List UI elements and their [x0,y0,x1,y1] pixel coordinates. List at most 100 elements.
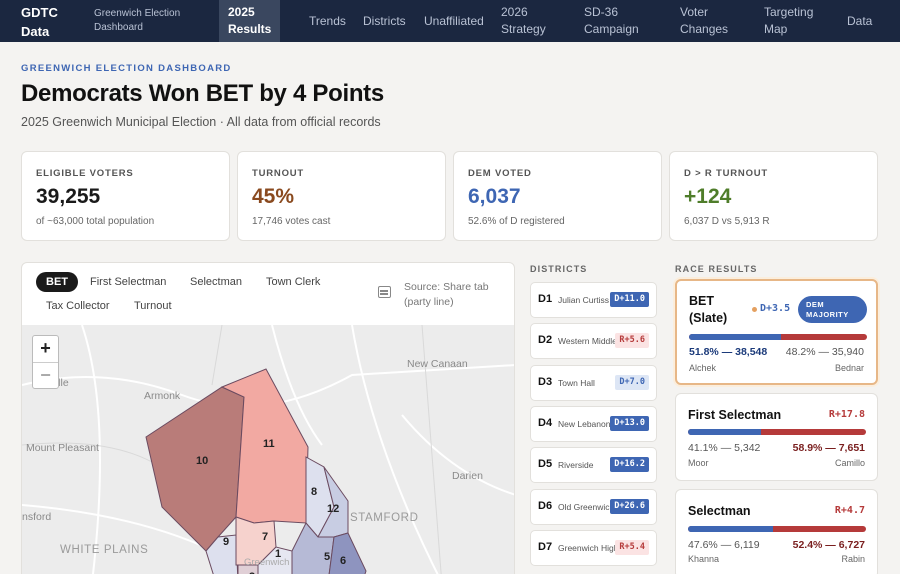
rep-candidate: Camillo [834,458,865,468]
district-margin-badge: D+7.0 [615,375,649,390]
tab-2025-results[interactable]: 2025 Results [219,0,281,42]
district-item-d5[interactable]: D5 Riverside D+16.2 [530,447,657,483]
district-item-d1[interactable]: D1 Julian Curtiss D+11.0 [530,282,657,318]
race-results-header: RACE RESULTS [675,264,758,274]
brand-logo[interactable]: GDTC Data [21,3,58,41]
race-card-selectman[interactable]: Selectman R+4.7 47.6% — 6,119 52.4% — 6,… [675,489,878,574]
district-code: D4 [538,417,553,429]
map-tab-tax-collector[interactable]: Tax Collector [46,300,110,312]
brand-line-2: Data [21,24,50,39]
district-code: D2 [538,334,553,346]
map-tab-first-selectman[interactable]: First Selectman [90,276,167,288]
district-number: 6 [340,555,346,567]
tab-sd36-campaign[interactable]: SD-36 Campaign [584,5,639,36]
dem-share-bar [688,526,773,532]
race-margin: D+3.5 [760,303,791,314]
dem-candidate: Alchek [689,363,717,373]
rep-result: 52.4% — 6,727 [792,539,865,551]
zoom-control: + − [32,335,59,389]
district-item-d4[interactable]: D4 New Lebanon D+13.0 [530,406,657,442]
map-panel: BET First Selectman Selectman Town Clerk… [21,262,515,574]
race-name: First Selectman [688,408,782,422]
stat-value: 45% [252,185,295,208]
district-3-region[interactable] [237,564,259,574]
race-result-bar [688,526,866,532]
stat-label: TURNOUT [252,168,305,179]
district-margin-badge: R+5.6 [615,333,649,348]
district-margin-badge: D+16.2 [610,457,649,472]
page-title: Democrats Won BET by 4 Points [21,80,384,107]
race-margin: R+4.7 [834,505,865,516]
race-card-bet[interactable]: BET (Slate) D+3.5 DEM MAJORITY 51.8% — 3… [675,279,878,385]
map-tab-bet[interactable]: BET [36,272,78,292]
district-name: Julian Curtiss [558,295,610,305]
tab-2026-strategy[interactable]: 2026 Strategy [501,5,546,36]
tab-targeting-map[interactable]: Targeting Map [764,5,814,36]
race-card-first-selectman[interactable]: First Selectman R+17.8 41.1% — 5,342 58.… [675,393,878,481]
dem-result: 41.1% — 5,342 [688,442,761,454]
district-number: 11 [263,438,275,450]
district-item-d2[interactable]: D2 Western Middle R+5.6 [530,323,657,359]
tab-trends[interactable]: Trends [309,13,346,28]
zoom-out-button[interactable]: − [33,362,58,388]
place-label-darien: Darien [452,470,483,482]
stat-value: 39,255 [36,185,101,208]
stat-card-d-r-turnout: D > R TURNOUT +124 6,037 D vs 5,913 R [669,151,878,241]
district-number: 8 [311,486,317,498]
district-name: Riverside [558,460,594,470]
stat-note: of ~63,000 total population [36,216,155,227]
dem-candidate: Moor [688,458,709,468]
map-tab-selectman[interactable]: Selectman [190,276,242,288]
district-name: Old Greenwich [558,502,612,512]
tab-data[interactable]: Data [847,13,873,28]
district-code: D5 [538,458,553,470]
district-6-region[interactable] [328,532,367,574]
district-10-region[interactable] [145,386,245,552]
district-code: D3 [538,376,553,388]
race-margin: R+17.8 [828,409,865,420]
tab-districts[interactable]: Districts [363,13,406,28]
stat-note: 52.6% of D registered [468,216,565,227]
dem-majority-badge: DEM MAJORITY [798,296,867,323]
district-name: Greenwich High [558,543,618,553]
stat-label: D > R TURNOUT [684,168,769,179]
place-label-white-plains: WHITE PLAINS [60,544,148,556]
top-nav: GDTC Data Greenwich Election Dashboard 2… [0,0,900,42]
tab-voter-changes[interactable]: Voter Changes [680,5,729,36]
map-canvas[interactable]: New Canaan Armonk Mount Pleasant Darien … [22,324,515,574]
rep-result: 48.2% — 35,940 [785,346,864,358]
brand-line-1: GDTC [21,5,58,20]
district-code: D6 [538,500,553,512]
race-name: BET (Slate) [689,294,728,325]
table-icon [378,286,391,298]
dem-result: 47.6% — 6,119 [688,539,760,551]
district-name: New Lebanon [558,419,611,429]
district-number: 12 [327,503,339,515]
stat-card-eligible-voters: ELIGIBLE VOTERS 39,255 of ~63,000 total … [21,151,230,241]
district-number: 9 [223,536,229,548]
district-item-d7[interactable]: D7 Greenwich High R+5.4 [530,530,657,566]
place-label-armonk: Armonk [144,390,181,402]
tab-unaffiliated[interactable]: Unaffiliated [424,13,484,28]
districts-header: DISTRICTS [530,264,588,274]
zoom-in-button[interactable]: + [40,338,51,358]
place-label-elmsford: nsford [22,511,51,523]
map-tab-town-clerk[interactable]: Town Clerk [266,276,321,288]
stat-value: 6,037 [468,185,521,208]
district-number: 3 [249,571,255,574]
stat-note: 6,037 D vs 5,913 R [684,216,770,227]
district-margin-badge: D+26.6 [610,499,649,514]
district-margin-badge: R+5.4 [615,540,649,555]
district-map[interactable]: New Canaan Armonk Mount Pleasant Darien … [22,324,515,574]
race-result-bar [689,334,867,340]
place-label-stamford: STAMFORD [350,512,418,524]
dem-share-bar [689,334,782,340]
district-item-d6[interactable]: D6 Old Greenwich D+26.6 [530,489,657,525]
stat-label: DEM VOTED [468,168,532,179]
race-name: Selectman [688,504,751,518]
district-item-d3[interactable]: D3 Town Hall D+7.0 [530,365,657,401]
map-source-note: Source: Share tab (party line) [404,281,489,308]
dem-share-bar [688,429,762,435]
map-tab-turnout[interactable]: Turnout [134,300,172,312]
rep-result: 58.9% — 7,651 [792,442,865,454]
